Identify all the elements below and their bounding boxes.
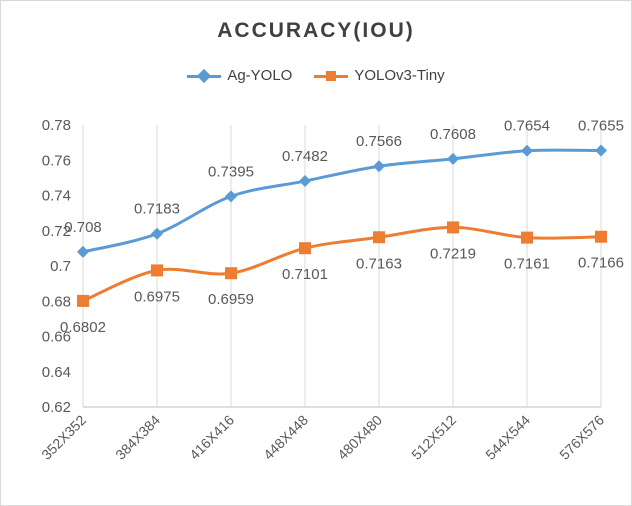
data-point-yolov3-tiny xyxy=(447,221,459,234)
y-tick-label: 0.62 xyxy=(42,399,71,416)
data-point-yolov3-tiny xyxy=(225,267,237,280)
data-point-ag-yolo xyxy=(521,144,533,157)
y-tick-label: 0.74 xyxy=(42,188,71,205)
y-tick-label: 0.66 xyxy=(42,329,71,346)
data-label-ag-yolo: 0.7183 xyxy=(134,201,180,218)
data-point-yolov3-tiny xyxy=(373,231,385,244)
data-label-yolov3-tiny: 0.7101 xyxy=(282,266,328,283)
data-point-yolov3-tiny xyxy=(77,294,89,307)
x-tick-label: 448X448 xyxy=(260,412,311,463)
y-tick-label: 0.68 xyxy=(42,293,71,310)
series-line-yolov3-tiny xyxy=(81,225,603,303)
data-label-yolov3-tiny: 0.7166 xyxy=(578,255,624,272)
x-tick-label: 576X576 xyxy=(556,412,607,463)
data-label-yolov3-tiny: 0.7219 xyxy=(430,245,476,262)
legend-swatch-ag-yolo xyxy=(187,68,222,84)
chart-title: ACCURACY(IOU) xyxy=(217,19,415,42)
x-tick-label: 512X512 xyxy=(408,412,459,463)
x-tick-label: 480X480 xyxy=(334,412,385,463)
legend-item-ag-yolo: Ag-YOLO xyxy=(187,67,292,84)
data-label-ag-yolo: 0.708 xyxy=(64,219,102,236)
x-tick-label: 416X416 xyxy=(186,412,237,463)
x-tick-label: 384X384 xyxy=(112,412,163,463)
legend-swatch-yolov3-tiny xyxy=(314,68,349,84)
data-point-ag-yolo xyxy=(373,160,385,173)
y-tick-label: 0.64 xyxy=(42,364,71,381)
data-point-yolov3-tiny xyxy=(521,231,533,244)
data-label-ag-yolo: 0.7654 xyxy=(504,118,550,135)
data-point-ag-yolo xyxy=(225,190,237,203)
data-label-ag-yolo: 0.7395 xyxy=(208,163,254,180)
data-point-yolov3-tiny xyxy=(299,242,311,255)
data-point-ag-yolo xyxy=(77,245,89,258)
data-label-yolov3-tiny: 0.6802 xyxy=(60,319,106,336)
data-point-yolov3-tiny xyxy=(595,230,607,243)
legend-label-ag-yolo: Ag-YOLO xyxy=(227,67,293,84)
y-tick-label: 0.76 xyxy=(42,152,71,169)
legend-label-yolov3-tiny: YOLOv3-Tiny xyxy=(354,67,445,84)
data-label-yolov3-tiny: 0.7161 xyxy=(504,256,550,273)
data-label-yolov3-tiny: 0.6975 xyxy=(134,288,180,305)
data-point-ag-yolo xyxy=(447,152,459,165)
data-point-ag-yolo xyxy=(299,175,311,188)
x-tick-label: 544X544 xyxy=(482,412,533,463)
data-point-yolov3-tiny xyxy=(151,264,163,277)
data-label-ag-yolo: 0.7566 xyxy=(356,133,402,150)
data-label-yolov3-tiny: 0.7163 xyxy=(356,255,402,272)
legend-item-yolov3-tiny: YOLOv3-Tiny xyxy=(314,67,445,84)
x-tick-label: 352X352 xyxy=(38,412,89,463)
y-tick-label: 0.78 xyxy=(42,117,71,134)
legend: Ag-YOLO YOLOv3-Tiny xyxy=(1,67,631,84)
data-label-ag-yolo: 0.7655 xyxy=(578,118,624,135)
y-tick-label: 0.72 xyxy=(42,223,71,240)
data-point-ag-yolo xyxy=(595,144,607,157)
data-label-ag-yolo: 0.7608 xyxy=(430,126,476,143)
data-label-yolov3-tiny: 0.6959 xyxy=(208,291,254,308)
data-label-ag-yolo: 0.7482 xyxy=(282,148,328,165)
series-line-ag-yolo xyxy=(81,148,603,254)
data-point-ag-yolo xyxy=(151,227,163,240)
y-tick-label: 0.7 xyxy=(50,258,71,275)
